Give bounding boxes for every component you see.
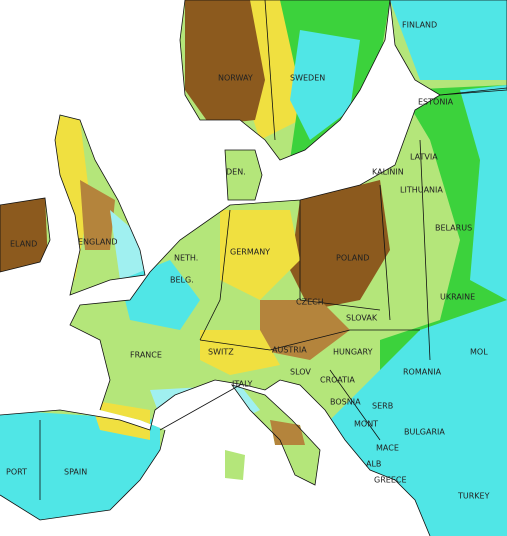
country-label: SWEDEN [290,74,325,83]
country-label: NORWAY [218,74,253,83]
country-labels: NORWAY SWEDEN FINLAND ESTONIA LATVIA LITHUANI… [6,21,490,501]
country-label: ELAND [10,240,37,249]
country-label: SLOV [290,368,311,377]
country-label: DEN. [226,168,246,177]
country-label: ITALY [232,380,252,389]
country-label: ESTONIA [418,98,454,107]
country-label: GREECE [374,476,407,485]
country-label: SWITZ [208,348,234,357]
country-label: CZECH [296,298,324,307]
country-label: BOSNIA [330,398,361,407]
country-label: KALININ [372,168,404,177]
country-label: MACE [376,444,399,453]
country-label: BULGARIA [404,428,445,437]
country-label: FINLAND [402,21,437,30]
country-label: SPAIN [64,468,87,477]
country-label: BELG. [170,276,194,285]
country-label: CROATIA [320,376,355,385]
country-label: ROMANIA [403,368,442,377]
country-label: MOL [470,348,488,357]
country-label: POLAND [336,254,369,263]
country-label: PORT [6,468,27,477]
country-label: FRANCE [130,351,162,360]
country-label: NETH. [174,254,198,263]
country-label: SERB [372,402,393,411]
country-label: TURKEY [457,492,490,501]
country-label: MONT [354,420,378,429]
country-label: ALB [366,460,381,469]
country-label: SLOVAK [346,314,378,323]
country-label: UKRAINE [440,293,475,302]
country-label: LITHUANIA [400,186,443,195]
country-label: HUNGARY [333,348,373,357]
country-label: LATVIA [410,153,438,162]
country-label: GERMANY [230,248,270,257]
country-label: BELARUS [435,224,472,233]
country-label: AUSTRIA [272,346,307,355]
country-label: ENGLAND [78,238,118,247]
